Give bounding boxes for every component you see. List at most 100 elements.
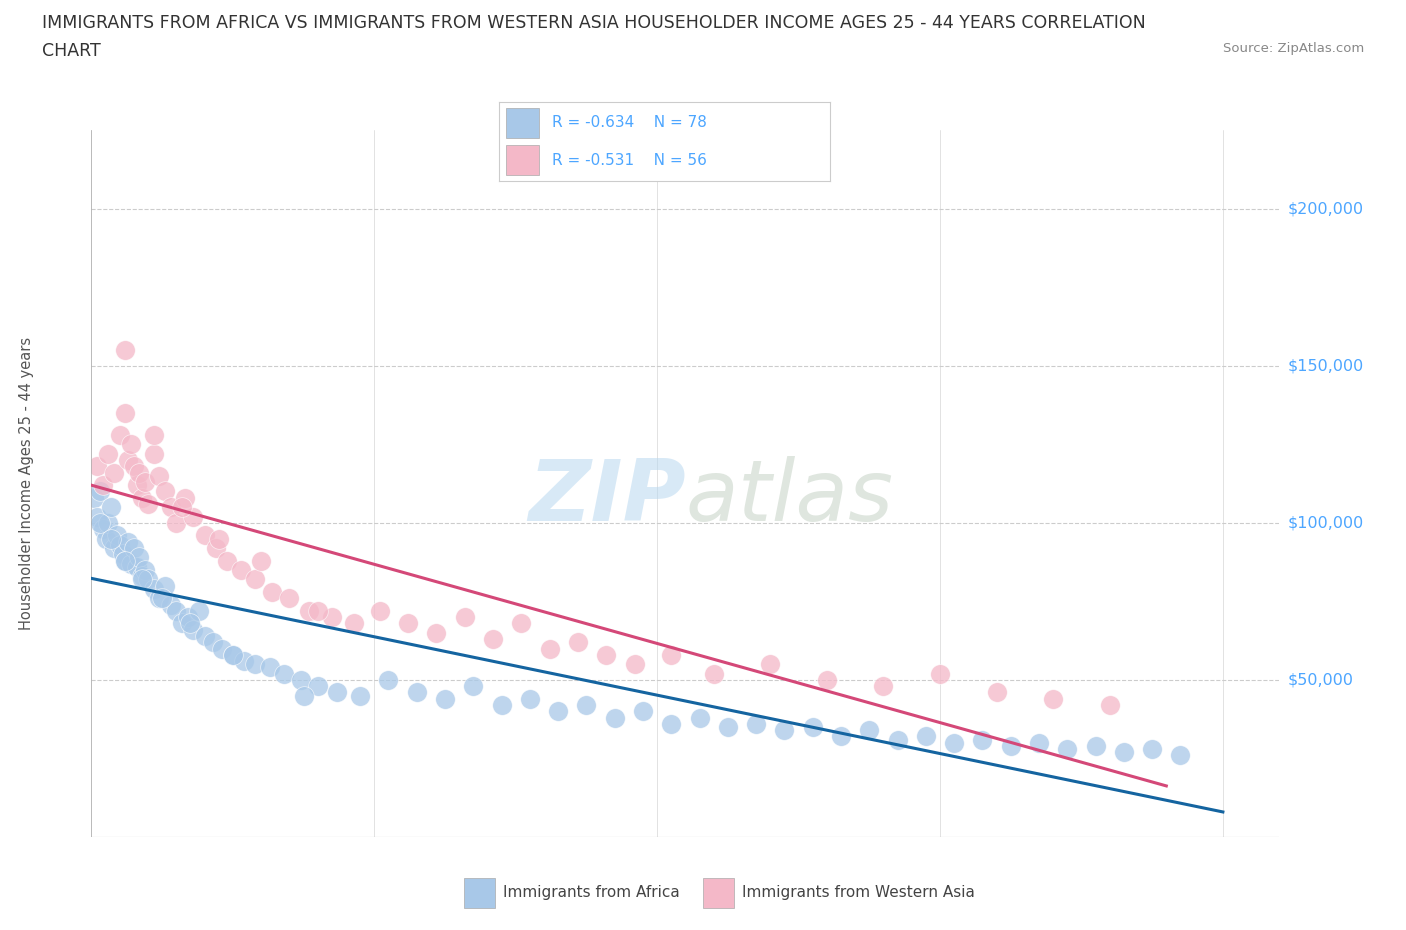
Point (97, 446, 120, 461)
Point (290, 672, 312, 687)
Point (91, 478, 114, 493)
Text: Source: ZipAtlas.com: Source: ZipAtlas.com (1223, 42, 1364, 55)
Point (326, 685, 349, 700)
Point (745, 716, 768, 731)
Point (321, 610, 343, 625)
Point (943, 736, 966, 751)
Point (659, 716, 682, 731)
FancyBboxPatch shape (703, 878, 734, 908)
Point (150, 591, 173, 605)
Point (575, 698, 598, 712)
Point (211, 641, 233, 656)
Point (405, 685, 427, 700)
Point (193, 528, 215, 543)
Text: R = -0.634    N = 78: R = -0.634 N = 78 (553, 115, 707, 130)
Point (91, 522, 114, 537)
Point (148, 591, 170, 605)
Point (83, 490, 105, 505)
Point (100, 531, 122, 546)
Point (929, 666, 952, 681)
Point (377, 672, 399, 687)
Point (1000, 738, 1022, 753)
Point (134, 474, 156, 489)
Point (307, 604, 329, 618)
Point (858, 723, 880, 737)
Point (425, 625, 447, 640)
Text: R = -0.531    N = 56: R = -0.531 N = 56 (553, 153, 707, 167)
Point (245, 657, 267, 671)
Point (170, 616, 193, 631)
FancyBboxPatch shape (464, 878, 495, 908)
Point (830, 729, 852, 744)
Point (717, 720, 740, 735)
Point (703, 666, 725, 681)
Point (86, 458, 108, 473)
Point (97, 515, 120, 530)
Text: IMMIGRANTS FROM AFRICA VS IMMIGRANTS FROM WESTERN ASIA HOUSEHOLDER INCOME AGES 2: IMMIGRANTS FROM AFRICA VS IMMIGRANTS FRO… (42, 14, 1146, 32)
Point (292, 688, 315, 703)
Point (250, 553, 273, 568)
Point (142, 428, 165, 443)
Point (114, 405, 136, 420)
Point (463, 679, 485, 694)
Point (222, 647, 245, 662)
Point (623, 657, 645, 671)
Point (262, 585, 284, 600)
Text: Immigrants from Africa: Immigrants from Africa (503, 885, 681, 900)
Point (217, 553, 239, 568)
Point (273, 666, 295, 681)
Point (433, 691, 456, 706)
Point (108, 538, 131, 552)
Point (547, 704, 569, 719)
Point (148, 469, 170, 484)
Point (595, 647, 617, 662)
Text: Householder Income Ages 25 - 44 years: Householder Income Ages 25 - 44 years (18, 337, 34, 631)
Point (125, 560, 148, 575)
Point (222, 647, 245, 662)
Point (1170, 748, 1192, 763)
Point (153, 578, 176, 593)
Point (245, 572, 267, 587)
Point (136, 572, 159, 587)
Point (89, 515, 111, 530)
Text: $50,000: $50,000 (1288, 672, 1354, 687)
Point (343, 616, 366, 631)
Point (193, 629, 215, 644)
Point (659, 647, 682, 662)
Text: $100,000: $100,000 (1288, 515, 1364, 530)
Point (298, 604, 321, 618)
Point (208, 531, 231, 546)
Point (801, 720, 824, 735)
Point (1140, 741, 1163, 756)
Point (159, 499, 181, 514)
Text: $150,000: $150,000 (1288, 358, 1364, 373)
Point (1112, 745, 1135, 760)
Point (103, 540, 125, 555)
Point (89, 484, 111, 498)
Point (173, 490, 195, 505)
FancyBboxPatch shape (506, 108, 538, 138)
Point (136, 497, 159, 512)
Point (117, 534, 139, 549)
Point (986, 685, 1008, 700)
Point (1084, 738, 1107, 753)
Point (259, 660, 281, 675)
Point (122, 540, 145, 555)
Point (108, 428, 131, 443)
Point (103, 465, 125, 480)
Point (307, 679, 329, 694)
Point (187, 604, 209, 618)
Text: Immigrants from Western Asia: Immigrants from Western Asia (742, 885, 976, 900)
Text: CHART: CHART (42, 42, 101, 60)
Point (122, 458, 145, 473)
Point (131, 569, 153, 584)
Text: 0.0%: 0.0% (72, 876, 111, 891)
Point (510, 616, 533, 631)
Point (396, 616, 419, 631)
Point (131, 572, 153, 587)
Point (142, 581, 165, 596)
Point (120, 437, 142, 452)
Point (773, 723, 796, 737)
Point (603, 711, 626, 725)
Point (170, 499, 193, 514)
